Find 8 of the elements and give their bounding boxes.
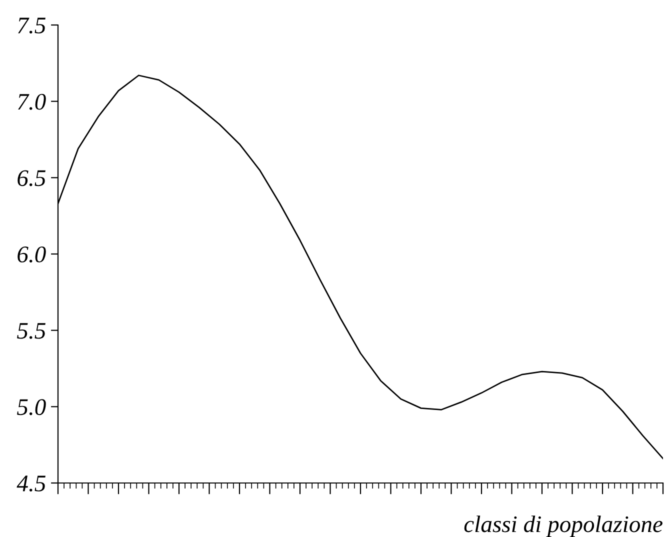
y-tick-label: 7.5 [18, 18, 46, 34]
y-tick-label: 5.5 [17, 323, 46, 339]
x-axis-title: classi di popolazione [464, 516, 662, 537]
y-tick-label: 6.0 [18, 246, 46, 263]
y-tick-label: 5.0 [17, 399, 46, 416]
y-tick-label: 7.0 [18, 94, 46, 110]
y-tick-label: 4.5 [16, 476, 46, 492]
y-tick-label: 6.5 [18, 170, 46, 186]
